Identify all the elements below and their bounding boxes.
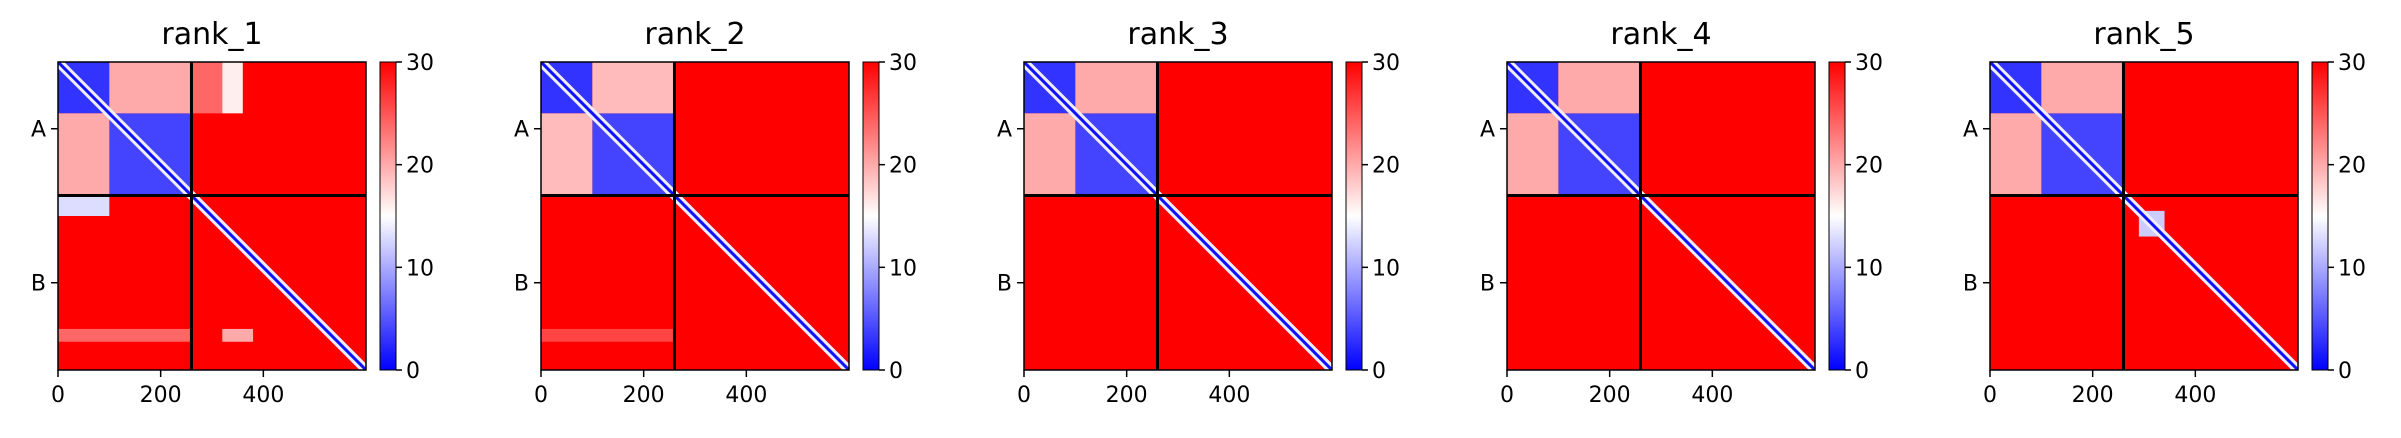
heatmap-block [1990, 113, 2042, 196]
x-tick-label: 200 [1589, 383, 1631, 408]
y-tick-label: B [31, 272, 46, 297]
heatmap-block [592, 62, 675, 114]
colorbar-tick-label: 0 [2338, 359, 2352, 384]
heatmap-area [1990, 62, 2298, 370]
colorbar [862, 61, 880, 371]
y-tick-label: A [514, 118, 529, 143]
axes-frame [540, 61, 850, 371]
subplot-title: rank_4 [1610, 17, 1711, 52]
colorbar-tick-label: 20 [889, 154, 917, 179]
x-tick-label: 0 [1983, 383, 1997, 408]
heatmap-block [1507, 113, 1559, 196]
colorbar-tick-label: 10 [1855, 256, 1883, 281]
heatmap-area [541, 62, 849, 370]
diagonal-line [541, 62, 849, 370]
colorbar [2311, 61, 2329, 371]
subplot-title: rank_3 [1127, 17, 1228, 52]
x-tick-label: 200 [1106, 383, 1148, 408]
colorbar-tick-label: 20 [1372, 154, 1400, 179]
colorbar-tick-label: 10 [1372, 256, 1400, 281]
x-tick-label: 200 [140, 383, 182, 408]
subplot-rank_1: rank_1 0 200 400 A B 0 10 20 30 [31, 17, 434, 408]
colorbar-tick-label: 20 [2338, 154, 2366, 179]
subplot-title: rank_5 [2093, 17, 2194, 52]
heatmap-block [1024, 113, 1076, 196]
colorbar-tick-label: 0 [889, 359, 903, 384]
colorbar-tick-label: 20 [1855, 154, 1883, 179]
colorbar-tick-label: 0 [406, 359, 420, 384]
subplot-title: rank_1 [161, 17, 262, 52]
subplot-rank_4: rank_4 0 200 400 A B 0 10 20 30 [1480, 17, 1883, 408]
colorbar-tick-label: 0 [1372, 359, 1386, 384]
colorbar-tick-label: 30 [2338, 51, 2366, 76]
colorbar-tick-label: 30 [889, 51, 917, 76]
diagonal-line [58, 62, 366, 370]
colorbar-tick-label: 10 [406, 256, 434, 281]
subplot-rank_5: rank_5 0 200 400 A B 0 10 20 30 [1963, 17, 2366, 408]
heatmap-block [58, 113, 110, 196]
x-tick-label: 200 [2072, 383, 2114, 408]
y-tick-label: A [997, 118, 1012, 143]
heatmap-area [1507, 62, 1815, 370]
colorbar-tick-label: 10 [2338, 256, 2366, 281]
diagonal-line [1990, 62, 2298, 370]
heatmap-block [2041, 62, 2124, 114]
y-tick-label: B [1480, 272, 1495, 297]
heatmap-block [191, 62, 223, 114]
x-tick-label: 0 [1500, 383, 1514, 408]
x-tick-label: 400 [1208, 383, 1250, 408]
heatmap-block [58, 328, 192, 342]
colorbar-tick-label: 30 [406, 51, 434, 76]
colorbar [1828, 61, 1846, 371]
x-tick-label: 400 [1691, 383, 1733, 408]
colorbar [379, 61, 397, 371]
colorbar [1345, 61, 1363, 371]
heatmap-block [1558, 62, 1641, 114]
diagonal-line [1024, 62, 1332, 370]
x-tick-label: 400 [2174, 383, 2216, 408]
heatmap-block [1075, 62, 1158, 114]
axes-frame [1023, 61, 1333, 371]
heatmap-block [58, 195, 110, 216]
heatmap-area [58, 62, 366, 370]
x-tick-label: 400 [725, 383, 767, 408]
y-tick-label: A [1480, 118, 1495, 143]
colorbar-tick-label: 0 [1855, 359, 1869, 384]
x-tick-label: 0 [534, 383, 548, 408]
colorbar-tick-label: 30 [1372, 51, 1400, 76]
colorbar-tick-label: 20 [406, 154, 434, 179]
x-tick-label: 0 [51, 383, 65, 408]
y-tick-label: B [1963, 272, 1978, 297]
x-tick-label: 200 [623, 383, 665, 408]
axes-frame [1989, 61, 2299, 371]
colorbar-tick-label: 10 [889, 256, 917, 281]
heatmap-block [541, 113, 593, 196]
subplot-title: rank_2 [644, 17, 745, 52]
x-tick-label: 400 [242, 383, 284, 408]
subplot-rank_3: rank_3 0 200 400 A B 0 10 20 30 [997, 17, 1400, 408]
y-tick-label: A [31, 118, 46, 143]
axes-frame [57, 61, 367, 371]
y-tick-label: A [1963, 118, 1978, 143]
heatmap-block [222, 328, 254, 342]
heatmap-block [222, 62, 243, 114]
heatmap-block [109, 62, 192, 114]
x-tick-label: 0 [1017, 383, 1031, 408]
colorbar-tick-label: 30 [1855, 51, 1883, 76]
diagonal-line [1507, 62, 1815, 370]
y-tick-label: B [514, 272, 529, 297]
axes-frame [1506, 61, 1816, 371]
subplot-rank_2: rank_2 0 200 400 A B 0 10 20 30 [514, 17, 917, 408]
y-tick-label: B [997, 272, 1012, 297]
heatmap-block [541, 328, 675, 342]
heatmap-area [1024, 62, 1332, 370]
